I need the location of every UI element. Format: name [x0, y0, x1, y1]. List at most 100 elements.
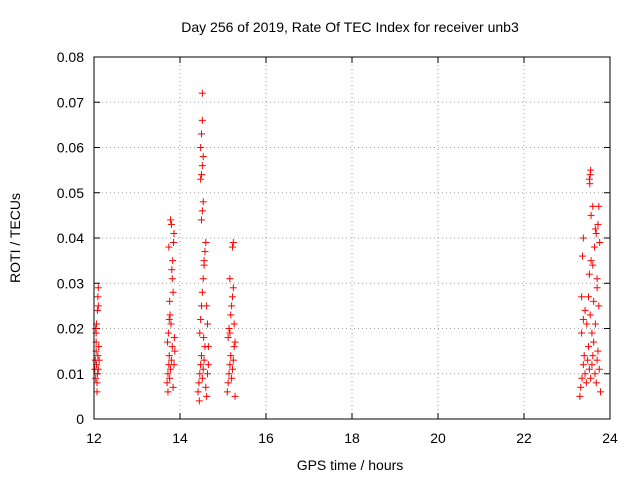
data-point: [580, 352, 588, 360]
data-point: [167, 220, 175, 228]
data-point: [94, 284, 102, 292]
data-point: [224, 334, 232, 342]
data-point: [198, 288, 206, 296]
y-tick-label: 0.08: [57, 49, 84, 65]
plot-frame: [93, 56, 611, 420]
data-point: [227, 352, 235, 360]
data-point: [165, 243, 173, 251]
data-point: [93, 379, 101, 387]
data-point: [578, 293, 586, 301]
data-point: [231, 338, 239, 346]
data-point: [585, 343, 592, 351]
data-point: [166, 374, 174, 382]
data-point: [198, 207, 206, 215]
data-point: [202, 239, 210, 247]
data-point: [197, 361, 205, 369]
data-point: [587, 166, 595, 174]
data-point: [95, 356, 103, 364]
data-point: [167, 320, 175, 328]
data-point: [197, 315, 205, 323]
data-point: [198, 130, 205, 138]
data-point: [198, 352, 205, 360]
data-point: [585, 293, 592, 301]
data-point: [94, 293, 102, 301]
data-point: [204, 370, 212, 378]
data-point: [588, 329, 596, 337]
data-point: [591, 370, 599, 378]
data-point: [579, 361, 587, 369]
data-point: [590, 338, 598, 346]
data-point: [230, 343, 238, 351]
data-point: [226, 275, 234, 283]
data-point: [578, 329, 586, 337]
data-point: [225, 325, 233, 332]
data-point: [226, 329, 234, 337]
data-point: [594, 220, 602, 228]
data-point: [204, 361, 212, 369]
data-point: [197, 144, 205, 151]
data-point: [231, 392, 239, 400]
y-tick-label: 0.01: [57, 366, 84, 382]
y-tick-label: 0.03: [57, 275, 84, 291]
data-point: [93, 370, 101, 378]
data-point: [595, 302, 603, 310]
data-point: [576, 392, 584, 400]
data-point: [583, 320, 591, 328]
data-point: [581, 370, 589, 378]
data-point: [200, 257, 208, 265]
y-tick-label: 0.05: [57, 185, 84, 201]
data-point: [164, 388, 172, 396]
data-point: [94, 302, 102, 310]
chart-title: Day 256 of 2019, Rate Of TEC Index for r…: [181, 19, 519, 35]
data-point: [577, 383, 585, 391]
x-axis-label: GPS time / hours: [297, 457, 404, 473]
data-point: [170, 361, 178, 369]
data-point: [225, 370, 233, 378]
data-point: [587, 257, 595, 265]
data-point: [595, 365, 603, 373]
data-point: [590, 297, 598, 305]
data-point: [593, 284, 601, 292]
data-point: [203, 302, 211, 310]
points-layer: [91, 89, 605, 405]
data-point: [195, 397, 203, 405]
data-point: [198, 116, 206, 124]
data-point: [164, 329, 172, 337]
data-point: [199, 153, 207, 161]
y-tick-label: 0.02: [57, 321, 84, 337]
data-point: [167, 356, 175, 364]
data-point: [195, 379, 203, 387]
data-point: [228, 243, 236, 251]
data-point: [589, 261, 597, 269]
data-point: [166, 297, 174, 305]
tick-layer: 12 14 16 18 20 22 24 0 0.01 0.02 0.03 0.04 0.05 0.06 0…: [57, 49, 618, 446]
data-point: [196, 370, 204, 378]
data-point: [93, 306, 101, 314]
data-point: [168, 343, 176, 351]
data-point: [581, 306, 589, 314]
data-point: [165, 315, 173, 323]
data-point: [223, 388, 231, 396]
data-point: [199, 275, 207, 283]
data-point: [228, 293, 236, 301]
data-point: [578, 252, 586, 260]
data-point: [593, 275, 601, 283]
data-point: [168, 275, 176, 283]
data-point: [586, 180, 594, 188]
data-point: [199, 198, 207, 206]
data-point: [586, 311, 594, 319]
data-point: [596, 239, 604, 247]
y-tick-label: 0: [76, 411, 84, 427]
data-point: [196, 329, 204, 337]
data-point: [168, 266, 176, 274]
data-point: [229, 239, 237, 247]
data-point: [171, 347, 179, 355]
data-point: [165, 352, 173, 360]
data-point: [198, 374, 206, 382]
data-point: [194, 388, 202, 396]
data-point: [170, 239, 178, 247]
data-point: [166, 311, 174, 319]
data-point: [167, 216, 175, 224]
data-point: [198, 89, 206, 97]
data-point: [92, 374, 100, 382]
